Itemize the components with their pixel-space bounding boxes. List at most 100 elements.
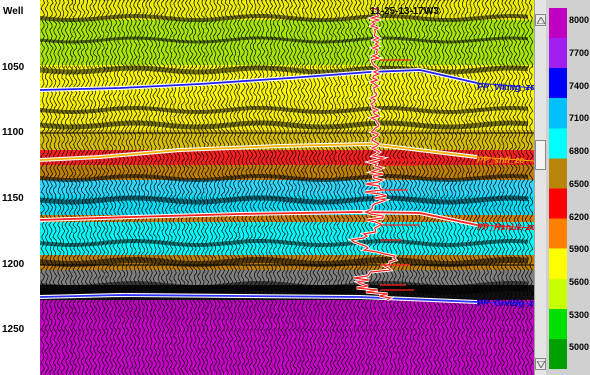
seismic-trace xyxy=(240,0,246,375)
seismic-trace xyxy=(196,0,202,375)
legend-value-label: 6800 xyxy=(569,146,590,156)
seismic-trace xyxy=(64,0,70,375)
seismic-trace xyxy=(456,0,462,375)
reflector xyxy=(40,13,529,23)
seismic-trace xyxy=(56,0,62,375)
seismic-trace xyxy=(288,0,294,375)
seismic-trace xyxy=(340,0,346,375)
depth-tick-label: 1100 xyxy=(2,127,24,138)
reflector xyxy=(40,120,529,130)
seismic-trace xyxy=(464,0,470,375)
scroll-thumb[interactable] xyxy=(535,140,546,170)
seismic-trace xyxy=(92,0,98,375)
seismic-trace xyxy=(104,0,110,375)
seismic-trace xyxy=(528,0,534,375)
seismic-trace xyxy=(344,0,350,375)
seismic-trace xyxy=(180,0,186,375)
seismic-trace xyxy=(272,0,278,375)
seismic-trace xyxy=(208,0,214,375)
seismic-trace xyxy=(116,0,122,375)
well-name-label: 11-25-13-17W3 xyxy=(370,6,439,17)
legend-value-label: 6200 xyxy=(569,212,590,222)
seismic-trace xyxy=(148,0,154,375)
seismic-trace xyxy=(484,0,490,375)
seismic-trace xyxy=(212,0,218,375)
seismic-trace xyxy=(360,0,366,375)
reflector xyxy=(40,238,529,248)
seismic-trace xyxy=(40,0,46,375)
seismic-trace xyxy=(312,0,318,375)
horizon-line xyxy=(40,211,478,226)
seismic-trace xyxy=(428,0,434,375)
seismic-trace xyxy=(220,0,226,375)
seismic-trace xyxy=(508,0,514,375)
seismic-trace xyxy=(424,0,430,375)
seismic-trace xyxy=(480,0,486,375)
legend-value-label: 8000 xyxy=(569,15,590,25)
legend-value-label: 5600 xyxy=(569,277,590,287)
seismic-trace xyxy=(76,0,82,375)
seismic-trace xyxy=(304,0,310,375)
seismic-trace xyxy=(448,0,454,375)
seismic-trace xyxy=(128,0,134,375)
reflector xyxy=(40,36,529,44)
legend-value-label: 7100 xyxy=(569,113,590,123)
seismic-trace xyxy=(324,0,330,375)
seismic-trace xyxy=(472,0,478,375)
seismic-trace xyxy=(320,0,326,375)
well-log-curve xyxy=(349,7,397,301)
scroll-down-button[interactable] xyxy=(535,358,546,370)
horizon-line xyxy=(40,69,478,91)
reflector xyxy=(40,105,529,115)
seismic-trace xyxy=(44,0,50,375)
seismic-trace xyxy=(316,0,322,375)
seismic-trace xyxy=(352,0,358,375)
triangle-down-icon xyxy=(537,361,545,368)
horizon-leader xyxy=(476,301,534,305)
seismic-trace xyxy=(188,0,194,375)
seismic-trace xyxy=(216,0,222,375)
seismic-trace xyxy=(124,0,130,375)
seismic-trace xyxy=(100,0,106,375)
depth-axis: Well 1050 1100 1150 1200 1250 xyxy=(0,0,40,375)
seismic-trace xyxy=(184,0,190,375)
seismic-trace xyxy=(252,0,258,375)
vertical-scrollbar[interactable] xyxy=(534,0,546,375)
seismic-trace xyxy=(440,0,446,375)
seismic-trace xyxy=(80,0,86,375)
seismic-trace xyxy=(192,0,198,375)
seismic-trace xyxy=(348,0,354,375)
seismic-trace xyxy=(48,0,54,375)
horizon-label-viking: PP_Viking_zc xyxy=(477,82,534,92)
seismic-trace xyxy=(432,0,438,375)
seismic-trace xyxy=(156,0,162,375)
reflector xyxy=(40,173,529,183)
seismic-trace xyxy=(444,0,450,375)
seismic-trace xyxy=(132,0,138,375)
axis-title: Well xyxy=(3,6,24,17)
seismic-trace xyxy=(452,0,458,375)
seismic-trace xyxy=(244,0,250,375)
reflector xyxy=(40,65,529,75)
seismic-trace xyxy=(296,0,302,375)
seismic-section[interactable]: 11-25-13-17W3 PP_Viking_zc PP_shfl_zc PP… xyxy=(40,0,534,375)
legend-value-label: 5900 xyxy=(569,244,590,254)
scroll-up-button[interactable] xyxy=(535,14,546,26)
seismic-trace xyxy=(112,0,118,375)
seismic-trace xyxy=(176,0,182,375)
seismic-trace xyxy=(144,0,150,375)
seismic-trace xyxy=(364,0,370,375)
seismic-trace xyxy=(276,0,282,375)
horizon-label-rshlk: PP_RshLk_zc xyxy=(477,222,534,232)
seismic-trace xyxy=(160,0,166,375)
seismic-trace xyxy=(172,0,178,375)
seismic-section-canvas xyxy=(40,0,534,375)
depth-tick-label: 1050 xyxy=(2,62,25,73)
seismic-trace xyxy=(140,0,146,375)
legend-value-label: 5300 xyxy=(569,310,590,320)
seismic-trace xyxy=(168,0,174,375)
legend-value-label: 6500 xyxy=(569,179,590,189)
triangle-up-icon xyxy=(537,17,545,24)
horizon-leader xyxy=(476,224,534,229)
seismic-trace xyxy=(200,0,206,375)
